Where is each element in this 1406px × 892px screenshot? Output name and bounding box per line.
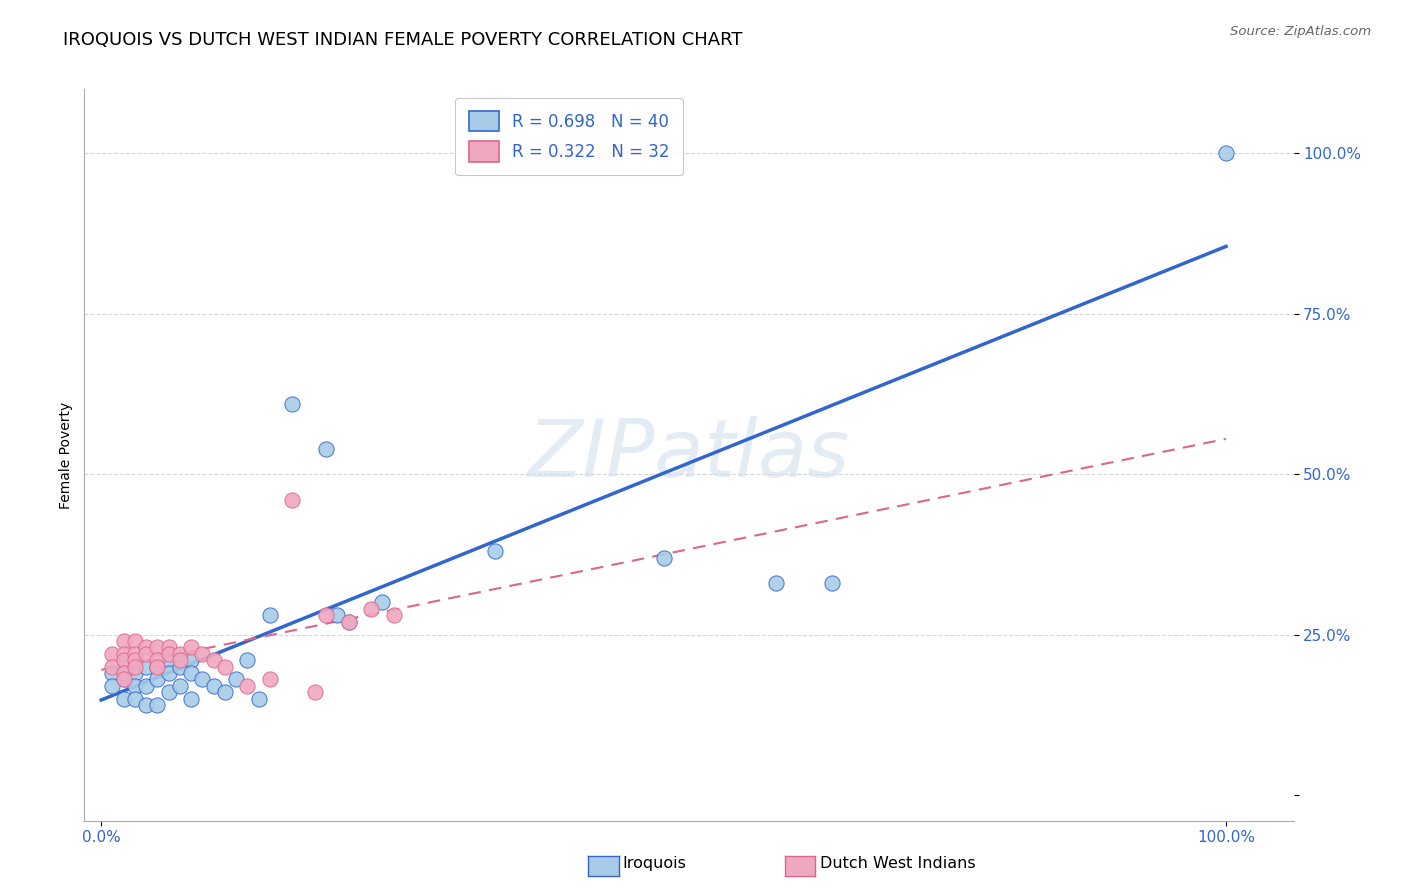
Point <box>202 679 225 693</box>
Point <box>484 544 506 558</box>
Point <box>157 647 180 661</box>
Point <box>157 666 180 681</box>
Legend: R = 0.698   N = 40, R = 0.322   N = 32: R = 0.698 N = 40, R = 0.322 N = 32 <box>456 97 683 175</box>
Point <box>225 673 247 687</box>
Point <box>169 659 191 673</box>
Point <box>101 647 124 661</box>
Point <box>180 691 202 706</box>
Point <box>315 442 337 456</box>
Point <box>236 679 259 693</box>
Point <box>652 550 675 565</box>
Text: IROQUOIS VS DUTCH WEST INDIAN FEMALE POVERTY CORRELATION CHART: IROQUOIS VS DUTCH WEST INDIAN FEMALE POV… <box>63 31 742 49</box>
Point <box>146 673 169 687</box>
Point <box>371 595 394 609</box>
Point <box>124 653 146 667</box>
Point <box>180 653 202 667</box>
Point <box>157 640 180 655</box>
Point <box>315 608 337 623</box>
Point <box>180 666 202 681</box>
Point <box>135 698 157 713</box>
Point <box>146 659 169 673</box>
Point <box>146 698 169 713</box>
Point <box>281 492 304 507</box>
Point <box>326 608 349 623</box>
Point <box>112 653 135 667</box>
Point <box>124 691 146 706</box>
Point <box>157 685 180 699</box>
Point <box>259 673 281 687</box>
Point <box>259 608 281 623</box>
Point <box>101 666 124 681</box>
Point <box>135 679 157 693</box>
Point <box>124 666 146 681</box>
Point <box>112 673 135 687</box>
Point <box>765 576 787 591</box>
Text: Iroquois: Iroquois <box>623 856 686 871</box>
Point <box>169 679 191 693</box>
Point <box>214 685 236 699</box>
Text: Source: ZipAtlas.com: Source: ZipAtlas.com <box>1230 25 1371 38</box>
Point <box>281 396 304 410</box>
Point <box>135 647 157 661</box>
Point <box>112 666 135 681</box>
Point <box>146 659 169 673</box>
Point <box>101 679 124 693</box>
Point <box>214 659 236 673</box>
Point <box>112 647 135 661</box>
Point <box>157 653 180 667</box>
Point <box>112 634 135 648</box>
Point <box>191 647 214 661</box>
Point <box>360 602 382 616</box>
Point <box>135 659 157 673</box>
Point <box>191 673 214 687</box>
Point <box>202 653 225 667</box>
Point <box>180 640 202 655</box>
Point <box>124 647 146 661</box>
Point <box>135 640 157 655</box>
Point <box>337 615 360 629</box>
Point <box>124 659 146 673</box>
Point <box>112 673 135 687</box>
Point <box>821 576 844 591</box>
Point <box>112 659 135 673</box>
Point <box>1215 146 1237 161</box>
Point <box>112 691 135 706</box>
Point <box>169 647 191 661</box>
Text: ZIPatlas: ZIPatlas <box>527 416 851 494</box>
Point <box>304 685 326 699</box>
Point <box>146 640 169 655</box>
Point <box>146 653 169 667</box>
Point <box>124 634 146 648</box>
Text: Dutch West Indians: Dutch West Indians <box>820 856 976 871</box>
Point <box>247 691 270 706</box>
Y-axis label: Female Poverty: Female Poverty <box>59 401 73 508</box>
Point <box>101 659 124 673</box>
Point <box>236 653 259 667</box>
Point <box>337 615 360 629</box>
Point <box>124 679 146 693</box>
Point <box>169 653 191 667</box>
Point <box>124 653 146 667</box>
Point <box>382 608 405 623</box>
